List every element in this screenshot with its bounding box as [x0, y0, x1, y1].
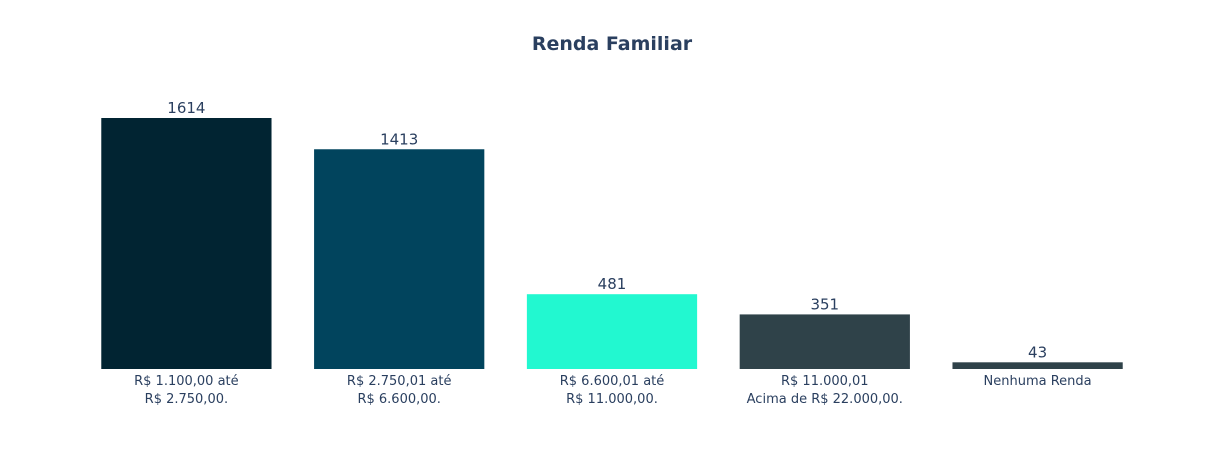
bars-group: [101, 118, 1123, 369]
data-labels-group: 1614 1413 481 351 43: [167, 99, 1047, 361]
bar-4[interactable]: [739, 314, 910, 369]
data-label-5: 43: [1028, 343, 1047, 361]
data-label-2: 1413: [380, 130, 418, 148]
data-label-4: 351: [810, 295, 839, 313]
x-tick-label-line: Nenhuma Renda: [984, 374, 1092, 389]
data-label-3: 481: [598, 275, 627, 293]
x-tick-label-line: R$ 2.750,01 até: [347, 374, 452, 389]
x-tick-label-line: Acima de R$ 22.000,00.: [747, 392, 903, 407]
x-tick-label-line: R$ 11.000,01: [781, 374, 869, 389]
bar-2[interactable]: [314, 149, 485, 369]
x-tick-label-5: Nenhuma Renda: [984, 374, 1092, 389]
chart-title: Renda Familiar: [532, 33, 693, 55]
x-tick-label-line: R$ 6.600,01 até: [560, 374, 665, 389]
bar-3[interactable]: [526, 294, 698, 369]
x-tick-label-line: R$ 11.000,00.: [566, 392, 658, 407]
x-tick-label-3: R$ 6.600,01 até R$ 11.000,00.: [560, 374, 665, 407]
bar-1[interactable]: [101, 118, 272, 369]
x-tick-label-line: R$ 1.100,00 até: [134, 374, 239, 389]
x-tick-label-1: R$ 1.100,00 até R$ 2.750,00.: [134, 374, 239, 407]
x-tick-label-line: R$ 2.750,00.: [145, 392, 228, 407]
bar-5[interactable]: [952, 362, 1123, 369]
data-label-1: 1614: [167, 99, 205, 117]
x-tick-label-2: R$ 2.750,01 até R$ 6.600,00.: [347, 374, 452, 407]
x-tick-label-line: R$ 6.600,00.: [357, 392, 440, 407]
x-tick-label-4: R$ 11.000,01 Acima de R$ 22.000,00.: [747, 374, 903, 407]
x-tick-labels-group: R$ 1.100,00 até R$ 2.750,00. R$ 2.750,01 a…: [134, 374, 1092, 407]
